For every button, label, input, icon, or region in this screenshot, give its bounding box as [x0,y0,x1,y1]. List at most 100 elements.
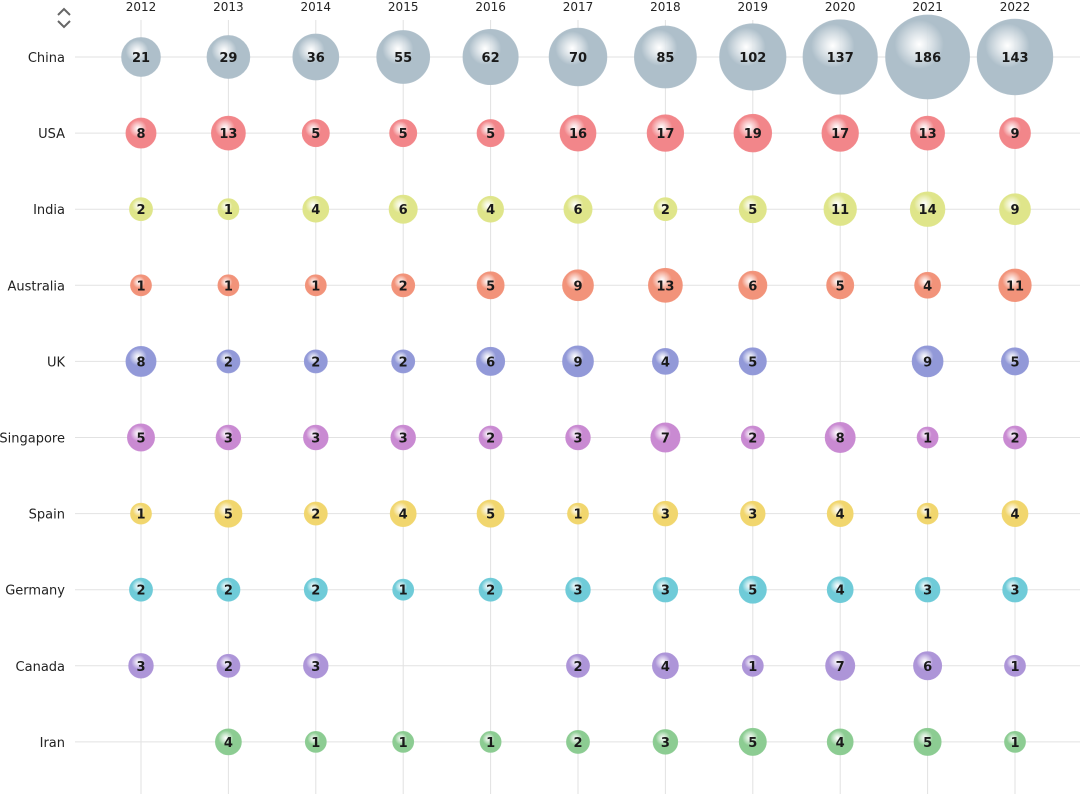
bubble-india-2014[interactable]: 4 [302,195,330,223]
bubble-singapore-2012[interactable]: 5 [127,423,155,452]
bubble-usa-2012[interactable]: 8 [125,117,157,149]
bubble-india-2022[interactable]: 9 [999,193,1031,226]
bubble-india-2021[interactable]: 14 [909,191,946,227]
bubble-uk-2014[interactable]: 2 [303,349,328,374]
bubble-india-2020[interactable]: 11 [823,192,857,226]
bubble-india-2012[interactable]: 2 [129,197,153,222]
bubble-iran-2016[interactable]: 1 [479,731,502,753]
bubble-china-2022[interactable]: 143 [976,18,1054,96]
bubble-australia-2016[interactable]: 5 [476,271,505,300]
bubble-uk-2017[interactable]: 9 [562,345,594,378]
bubble-usa-2016[interactable]: 5 [476,119,505,148]
bubble-australia-2018[interactable]: 13 [648,267,683,303]
bubble-india-2013[interactable]: 1 [217,198,240,221]
bubble-australia-2019[interactable]: 6 [738,270,768,300]
bubble-usa-2015[interactable]: 5 [389,119,418,148]
bubble-india-2016[interactable]: 4 [477,195,504,223]
bubble-spain-2022[interactable]: 4 [1001,500,1029,527]
bubble-australia-2022[interactable]: 11 [998,268,1032,302]
bubble-singapore-2022[interactable]: 2 [1003,425,1027,450]
bubble-china-2017[interactable]: 70 [548,27,608,87]
bubble-australia-2020[interactable]: 5 [826,271,855,300]
bubble-germany-2012[interactable]: 2 [129,577,153,602]
bubble-usa-2020[interactable]: 17 [821,114,859,152]
bubble-spain-2020[interactable]: 4 [826,500,854,527]
bubble-singapore-2013[interactable]: 3 [215,424,242,451]
bubble-canada-2017[interactable]: 2 [566,653,590,678]
bubble-singapore-2020[interactable]: 8 [824,422,856,453]
bubble-singapore-2017[interactable]: 3 [565,424,591,451]
bubble-germany-2016[interactable]: 2 [478,577,503,602]
bubble-iran-2013[interactable]: 4 [215,728,242,756]
bubble-canada-2021[interactable]: 6 [913,651,943,681]
bubble-uk-2022[interactable]: 5 [1001,347,1029,376]
bubble-singapore-2018[interactable]: 7 [650,422,681,453]
bubble-iran-2018[interactable]: 3 [652,729,679,755]
bubble-spain-2015[interactable]: 4 [389,500,417,527]
bubble-iran-2021[interactable]: 5 [913,727,942,756]
bubble-australia-2021[interactable]: 4 [914,271,941,299]
bubble-uk-2015[interactable]: 2 [391,349,416,374]
bubble-australia-2017[interactable]: 9 [562,269,594,302]
bubble-singapore-2021[interactable]: 1 [916,426,939,449]
bubble-china-2021[interactable]: 186 [885,14,970,100]
bubble-germany-2015[interactable]: 1 [392,578,415,601]
bubble-canada-2012[interactable]: 3 [128,653,154,679]
bubble-australia-2014[interactable]: 1 [304,274,327,297]
bubble-singapore-2015[interactable]: 3 [390,424,416,451]
bubble-china-2020[interactable]: 137 [802,19,878,95]
bubble-germany-2017[interactable]: 3 [565,576,591,603]
bubble-germany-2019[interactable]: 5 [738,575,767,604]
bubble-usa-2021[interactable]: 13 [910,115,945,151]
bubble-uk-2019[interactable]: 5 [738,347,767,376]
bubble-iran-2015[interactable]: 1 [392,731,415,753]
bubble-spain-2017[interactable]: 1 [567,502,589,525]
bubble-india-2017[interactable]: 6 [563,194,593,224]
bubble-iran-2022[interactable]: 1 [1004,731,1026,753]
bubble-spain-2018[interactable]: 3 [652,500,679,527]
bubble-germany-2022[interactable]: 3 [1002,576,1028,603]
bubble-spain-2014[interactable]: 2 [303,501,328,526]
bubble-germany-2021[interactable]: 3 [914,576,941,603]
bubble-uk-2012[interactable]: 8 [125,345,157,377]
bubble-canada-2014[interactable]: 3 [303,653,329,679]
bubble-iran-2014[interactable]: 1 [304,731,327,753]
bubble-canada-2013[interactable]: 2 [216,653,241,678]
bubble-china-2015[interactable]: 55 [376,30,431,84]
bubble-spain-2012[interactable]: 1 [130,502,152,525]
sort-up-down-icon[interactable] [53,4,75,32]
bubble-germany-2020[interactable]: 4 [826,576,854,604]
bubble-germany-2013[interactable]: 2 [216,577,241,602]
bubble-uk-2013[interactable]: 2 [216,349,241,374]
bubble-usa-2018[interactable]: 17 [646,114,685,152]
bubble-india-2015[interactable]: 6 [388,194,418,224]
bubble-china-2013[interactable]: 29 [206,35,251,79]
bubble-uk-2016[interactable]: 6 [476,346,506,376]
bubble-iran-2020[interactable]: 4 [826,728,854,756]
bubble-usa-2013[interactable]: 13 [211,115,246,151]
bubble-usa-2014[interactable]: 5 [301,119,330,148]
bubble-china-2012[interactable]: 21 [121,37,161,77]
bubble-usa-2022[interactable]: 9 [999,117,1031,149]
bubble-singapore-2014[interactable]: 3 [303,424,329,451]
bubble-germany-2014[interactable]: 2 [303,577,328,602]
bubble-spain-2021[interactable]: 1 [916,502,939,525]
bubble-germany-2018[interactable]: 3 [652,576,679,603]
bubble-usa-2017[interactable]: 16 [559,114,597,152]
bubble-usa-2019[interactable]: 19 [733,113,773,153]
bubble-singapore-2016[interactable]: 2 [478,425,503,450]
bubble-iran-2019[interactable]: 5 [738,727,767,756]
bubble-spain-2016[interactable]: 5 [476,499,505,528]
bubble-china-2014[interactable]: 36 [292,33,340,81]
bubble-india-2018[interactable]: 2 [653,197,678,222]
bubble-australia-2015[interactable]: 2 [391,273,416,298]
bubble-iran-2017[interactable]: 2 [566,729,590,754]
bubble-china-2016[interactable]: 62 [462,28,519,86]
bubble-china-2019[interactable]: 102 [719,23,787,91]
bubble-china-2018[interactable]: 85 [634,25,697,89]
bubble-canada-2019[interactable]: 1 [741,654,764,677]
bubble-australia-2013[interactable]: 1 [217,274,240,297]
bubble-australia-2012[interactable]: 1 [130,274,152,297]
bubble-spain-2019[interactable]: 3 [740,500,766,527]
bubble-uk-2018[interactable]: 4 [652,348,679,375]
